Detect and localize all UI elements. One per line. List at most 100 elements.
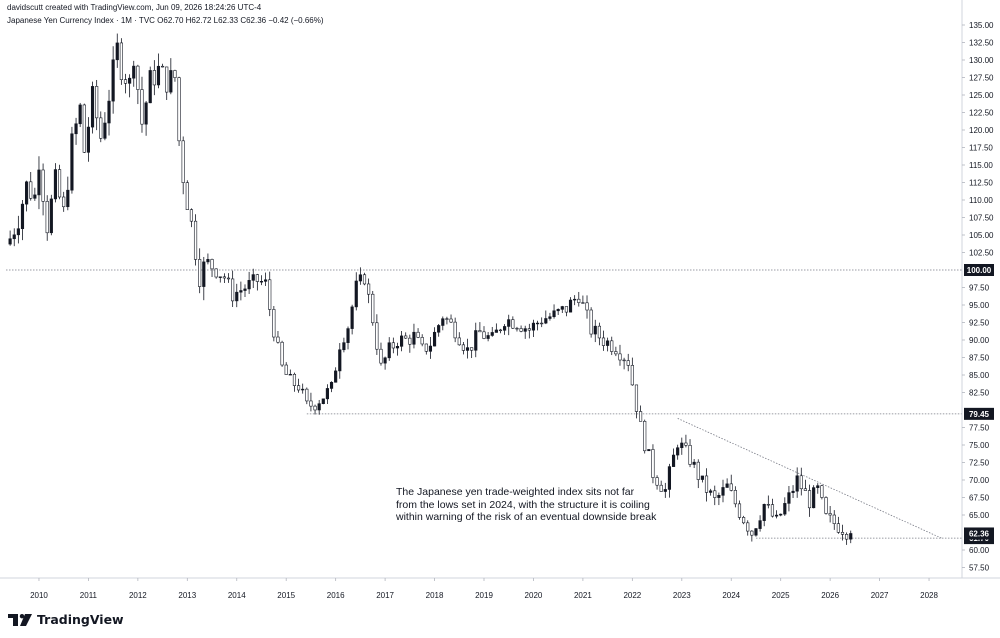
candle-body [292, 373, 297, 386]
candle-body [758, 520, 762, 529]
candle-body [560, 306, 564, 310]
candle-body [391, 342, 395, 349]
price-tick-label: 102.50 [969, 249, 994, 258]
candle-body [25, 181, 29, 205]
tradingview-logo-icon [8, 613, 32, 626]
candle-body [840, 531, 845, 535]
candle-body [585, 302, 589, 311]
candle-body [498, 329, 503, 332]
price-tick-label: 72.50 [969, 459, 990, 468]
candle-body [729, 483, 733, 491]
time-tick-label: 2017 [376, 591, 394, 600]
candle-body [62, 196, 66, 208]
candles [8, 33, 853, 545]
candle-body [548, 316, 552, 319]
time-tick-label: 2014 [228, 591, 246, 600]
price-tick-label: 75.00 [969, 441, 990, 450]
time-tick-label: 2027 [871, 591, 889, 600]
candle-body [74, 123, 78, 135]
candle-body [774, 514, 779, 517]
candle-body [676, 447, 680, 456]
candle-body [564, 306, 568, 313]
candle-body [239, 290, 243, 293]
candle-body [601, 337, 606, 346]
candle-body [610, 340, 614, 352]
candle-body [37, 169, 41, 196]
candle-body [474, 330, 478, 351]
candle-body [358, 274, 362, 282]
candle-body [296, 385, 301, 391]
time-tick-label: 2013 [178, 591, 196, 600]
time-tick-label: 2016 [327, 591, 345, 600]
candle-body [280, 341, 284, 366]
candle-body [709, 490, 713, 493]
price-tick-label: 77.50 [969, 424, 990, 433]
candle-body [259, 281, 264, 283]
symbol-ohlc-legend: Japanese Yen Currency Index · 1M · TVC O… [7, 16, 324, 25]
time-tick-label: 2025 [772, 591, 790, 600]
candle-body [276, 336, 280, 343]
candle-body [684, 442, 688, 446]
candle-body [449, 318, 453, 323]
candle-body [692, 461, 696, 465]
candle-body [214, 268, 218, 278]
price-axis[interactable]: 135.00 132.50 130.00 127.50 125.00 122.50 120.… [961, 0, 994, 578]
candle-body [218, 276, 222, 278]
candle-body [103, 122, 107, 139]
candle-body [482, 331, 486, 339]
candle-body [367, 283, 371, 295]
candle-body [86, 126, 90, 153]
candle-body [618, 353, 622, 361]
time-tick-label: 2023 [673, 591, 691, 600]
candle-body [115, 42, 119, 61]
candle-body [202, 261, 206, 287]
candle-body [412, 331, 416, 345]
candle-body [622, 359, 626, 362]
candle-body [659, 484, 663, 492]
candle-body [824, 497, 828, 514]
price-tick-label: 112.50 [969, 179, 993, 188]
candle-body [457, 337, 461, 346]
candle-body [807, 490, 812, 509]
candle-body [334, 370, 338, 383]
candle-body [766, 504, 770, 506]
candle-body [568, 299, 573, 313]
candle-body [70, 133, 74, 191]
candle-body [255, 274, 259, 282]
price-tick-label: 97.50 [969, 284, 990, 293]
candle-body [515, 327, 519, 330]
time-tick-label: 2011 [80, 591, 98, 600]
candle-body [169, 70, 173, 93]
candle-body [152, 70, 156, 86]
time-tick-label: 2024 [722, 591, 740, 600]
time-tick-label: 2021 [574, 591, 592, 600]
candle-body [185, 182, 189, 210]
candle-body [90, 86, 95, 128]
candle-body [544, 318, 548, 324]
time-tick-label: 2026 [821, 591, 839, 600]
candle-body [53, 169, 58, 200]
candle-body [313, 405, 317, 411]
tradingview-brand[interactable]: TradingView [8, 612, 124, 627]
candle-body [128, 77, 132, 84]
candle-body [321, 398, 325, 404]
price-tick-label: 122.50 [969, 109, 994, 118]
chart-annotation-text: The Japanese yen trade-weighted index si… [396, 486, 657, 523]
candle-body [301, 388, 305, 391]
candle-body [99, 117, 103, 139]
candle-body [503, 326, 507, 331]
candle-body [643, 421, 647, 452]
candle-body [527, 328, 531, 331]
candle-body [317, 403, 321, 411]
candle-body [395, 346, 400, 349]
candle-body [754, 528, 758, 536]
candle-body [704, 475, 709, 493]
candle-body [206, 259, 210, 263]
candle-body [140, 89, 144, 125]
time-axis[interactable]: 2010 2011 2012 2013 2014 2015 2016 2017 2018 2019… [0, 577, 1000, 600]
descending-trendline [677, 418, 942, 539]
candle-body [284, 364, 288, 375]
candle-body [820, 485, 824, 498]
